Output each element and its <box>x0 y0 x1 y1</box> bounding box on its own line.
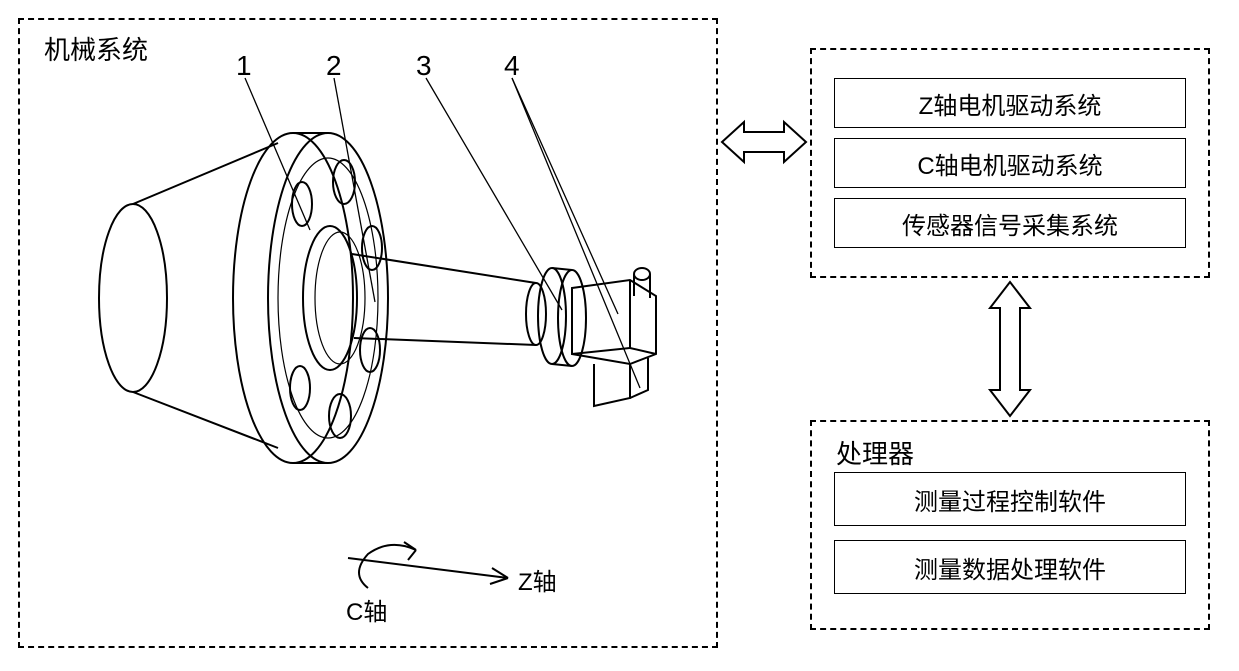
c-motor-driver-box: C轴电机驱动系统 <box>834 138 1186 188</box>
vert-double-arrow <box>980 278 1040 420</box>
z-motor-driver-box: Z轴电机驱动系统 <box>834 78 1186 128</box>
meas-data-sw-box: 测量数据处理软件 <box>834 540 1186 594</box>
mechanical-drawing <box>18 18 718 648</box>
callout-1: 1 <box>236 50 252 82</box>
sensor-acq-box: 传感器信号采集系统 <box>834 198 1186 248</box>
processor-box: 处理器 测量过程控制软件 测量数据处理软件 <box>810 420 1210 630</box>
processor-title: 处理器 <box>832 434 918 471</box>
meas-control-sw-box: 测量过程控制软件 <box>834 472 1186 526</box>
callout-2: 2 <box>326 50 342 82</box>
callout-4: 4 <box>504 50 520 82</box>
meas-data-sw-label: 测量数据处理软件 <box>914 550 1106 585</box>
z-axis-label: Z轴 <box>518 562 557 597</box>
c-axis-label: C轴 <box>346 592 387 627</box>
callout-3: 3 <box>416 50 432 82</box>
horiz-double-arrow <box>718 112 810 172</box>
z-motor-driver-label: Z轴电机驱动系统 <box>919 86 1102 121</box>
c-motor-driver-label: C轴电机驱动系统 <box>917 146 1102 181</box>
driver-systems-box: Z轴电机驱动系统 C轴电机驱动系统 传感器信号采集系统 <box>810 48 1210 278</box>
meas-control-sw-label: 测量过程控制软件 <box>914 482 1106 517</box>
sensor-acq-label: 传感器信号采集系统 <box>902 206 1118 241</box>
